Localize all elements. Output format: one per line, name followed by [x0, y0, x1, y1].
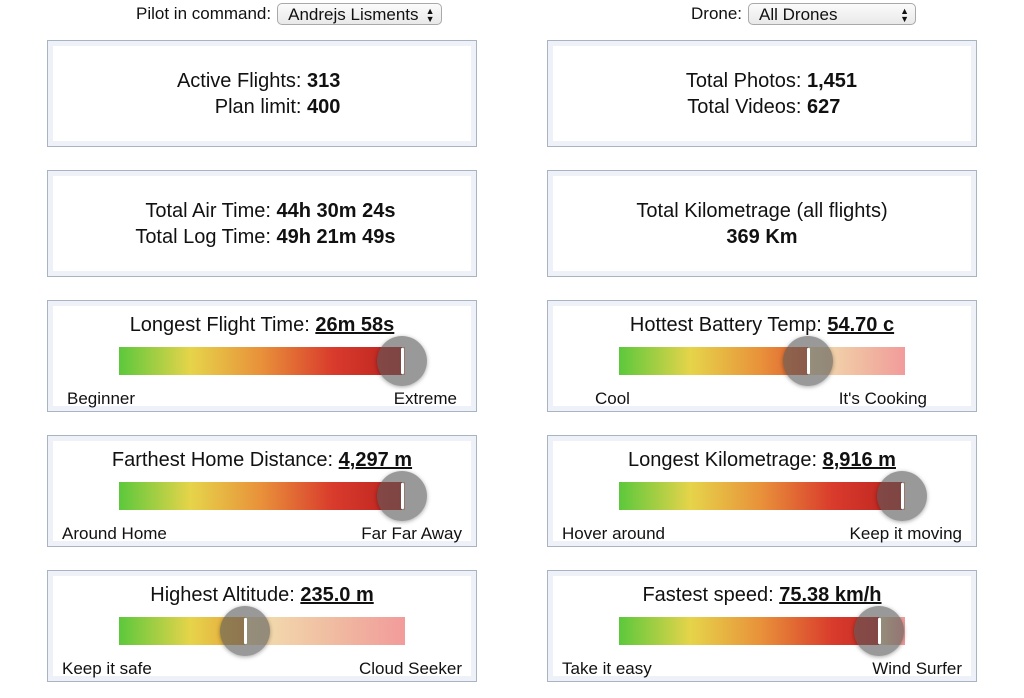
active-flights-value: 313: [307, 69, 341, 92]
highest-altitude-low-label: Keep it safe: [62, 659, 152, 678]
highest-altitude-bar: [119, 606, 405, 656]
kilometrage-value: 369 Km: [726, 225, 798, 248]
knob-tick: [401, 483, 404, 509]
fastest-speed-value[interactable]: 75.38 km/h: [779, 584, 882, 606]
plan-limit-label: Plan limit:: [214, 95, 307, 118]
longest-flight-value[interactable]: 26m 58s: [315, 314, 395, 336]
longest-km-bar: [619, 471, 927, 521]
highest-altitude-title: Highest Altitude:: [150, 584, 301, 606]
hottest-battery-title: Hottest Battery Temp:: [629, 314, 828, 336]
total-air-time-label: Total Air Time:: [145, 199, 277, 222]
pilot-select[interactable]: Andrejs Lisments ▲ ▼: [277, 3, 442, 25]
slider-knob[interactable]: [377, 471, 427, 521]
farthest-home-low-label: Around Home: [62, 524, 167, 543]
highest-altitude-card: Highest Altitude: 235.0 m Keep it safe C…: [47, 570, 477, 682]
drone-filter-label: Drone:: [691, 4, 743, 23]
hottest-battery-low-label: Cool: [595, 389, 630, 408]
total-log-time-label: Total Log Time:: [135, 225, 277, 248]
total-videos-value: 627: [807, 95, 841, 118]
bar-fill: [119, 482, 402, 510]
flights-card: Active Flights: 313 Plan limit: 400: [47, 40, 477, 147]
longest-km-value[interactable]: 8,916 m: [822, 449, 896, 471]
drone-filter: Drone: All Drones ▲ ▼: [691, 2, 917, 26]
farthest-home-bar: [119, 471, 427, 521]
longest-km-high-label: Keep it moving: [849, 524, 962, 543]
longest-flight-bar: [119, 336, 427, 386]
hottest-battery-bar: [619, 336, 905, 386]
fastest-speed-title: Fastest speed:: [642, 584, 780, 606]
longest-km-card: Longest Kilometrage: 8,916 m Hover aroun…: [547, 435, 977, 547]
select-arrows-icon: ▲ ▼: [425, 6, 435, 24]
hottest-battery-card: Hottest Battery Temp: 54.70 c Cool It's …: [547, 300, 977, 412]
longest-flight-title: Longest Flight Time:: [129, 314, 316, 336]
fastest-speed-high-label: Wind Surfer: [872, 659, 962, 678]
pilot-filter: Pilot in command: Andrejs Lisments ▲ ▼: [136, 2, 442, 26]
bar-fill: [619, 347, 808, 375]
select-arrows-icon: ▲ ▼: [900, 6, 910, 24]
drone-select-value: All Drones: [759, 5, 838, 24]
slider-knob[interactable]: [854, 606, 904, 656]
kilometrage-card: Total Kilometrage (all flights) 369 Km: [547, 170, 977, 277]
drone-select[interactable]: All Drones ▲ ▼: [748, 3, 917, 25]
farthest-home-title: Farthest Home Distance:: [111, 449, 339, 471]
total-log-time-value: 49h 21m 49s: [276, 225, 396, 248]
total-air-time-value: 44h 30m 24s: [276, 199, 396, 222]
longest-flight-high-label: Extreme: [393, 389, 457, 408]
longest-flight-card: Longest Flight Time: 26m 58s Beginner Ex…: [47, 300, 477, 412]
slider-knob[interactable]: [220, 606, 270, 656]
time-card: Total Air Time: 44h 30m 24s Total Log Ti…: [47, 170, 477, 277]
slider-knob[interactable]: [783, 336, 833, 386]
total-photos-label: Total Photos:: [685, 69, 807, 92]
knob-tick: [244, 618, 247, 644]
bar-fill: [619, 482, 902, 510]
longest-km-low-label: Hover around: [562, 524, 666, 543]
knob-tick: [878, 618, 881, 644]
total-videos-label: Total Videos:: [687, 95, 807, 118]
farthest-home-card: Farthest Home Distance: 4,297 m Around H…: [47, 435, 477, 547]
media-card: Total Photos: 1,451 Total Videos: 627: [547, 40, 977, 147]
slider-knob[interactable]: [877, 471, 927, 521]
pilot-select-value: Andrejs Lisments: [288, 5, 419, 24]
active-flights-label: Active Flights:: [176, 69, 307, 92]
fastest-speed-low-label: Take it easy: [562, 659, 652, 678]
highest-altitude-high-label: Cloud Seeker: [358, 659, 462, 678]
longest-km-title: Longest Kilometrage:: [628, 449, 823, 471]
hottest-battery-high-label: It's Cooking: [838, 389, 927, 408]
bar-fill: [619, 617, 879, 645]
fastest-speed-card: Fastest speed: 75.38 km/h Take it easy W…: [547, 570, 977, 682]
knob-tick: [401, 348, 404, 374]
bar-rest: [245, 617, 405, 645]
bar-fill: [119, 347, 402, 375]
farthest-home-value[interactable]: 4,297 m: [338, 449, 413, 471]
pilot-filter-label: Pilot in command:: [136, 4, 272, 23]
highest-altitude-value[interactable]: 235.0 m: [300, 584, 374, 606]
total-photos-value: 1,451: [807, 69, 858, 92]
farthest-home-high-label: Far Far Away: [361, 524, 462, 543]
plan-limit-value: 400: [307, 95, 341, 118]
knob-tick: [807, 348, 810, 374]
slider-knob[interactable]: [377, 336, 427, 386]
knob-tick: [901, 483, 904, 509]
longest-flight-low-label: Beginner: [67, 389, 136, 408]
fastest-speed-bar: [619, 606, 905, 656]
kilometrage-label: Total Kilometrage (all flights): [636, 199, 888, 222]
hottest-battery-value[interactable]: 54.70 c: [827, 314, 895, 336]
